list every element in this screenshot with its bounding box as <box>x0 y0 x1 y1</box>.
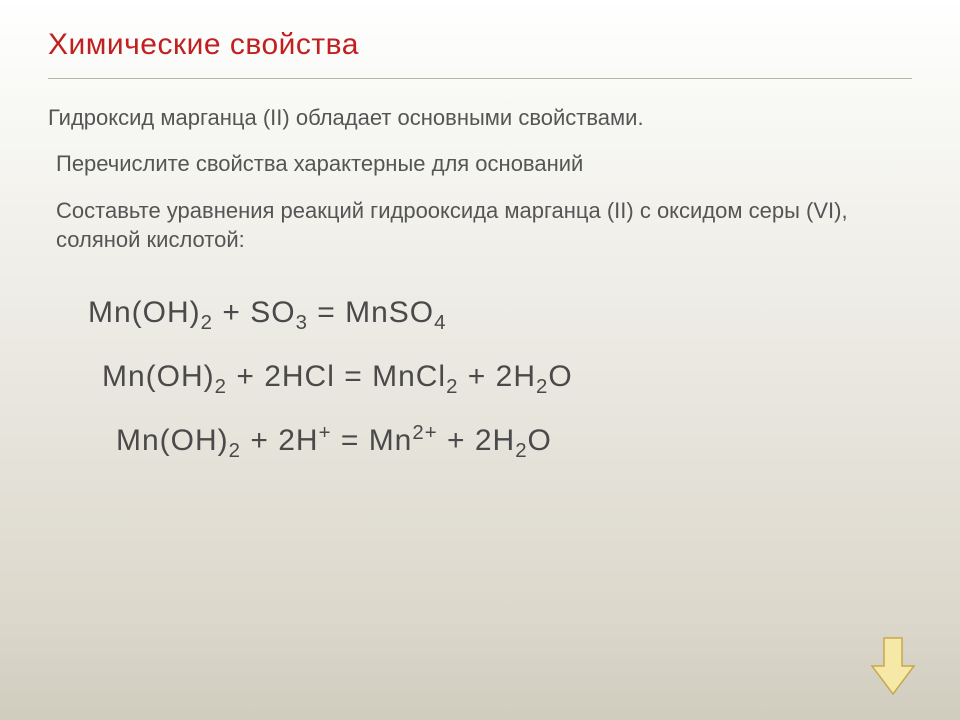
eq3-rhs1: Mn <box>369 424 413 457</box>
equation-3: Mn(OH)2 + 2H+ = Mn2+ + 2H2O <box>88 424 912 458</box>
slide: Химические свойства Гидроксид марганца (… <box>0 0 960 720</box>
eq1-lhs2: SO <box>250 296 295 329</box>
eq2-rhs1-sub: 2 <box>446 376 458 398</box>
eq2-lhs1-sub: 2 <box>215 376 227 398</box>
eq2-eq: = <box>335 360 372 393</box>
eq1-lhs1-sub: 2 <box>201 312 213 334</box>
slide-title: Химические свойства <box>48 28 912 79</box>
eq3-lhs2-sup: + <box>319 422 332 444</box>
instruction-1: Перечислите свойства характерные для осн… <box>56 151 912 177</box>
intro-text: Гидроксид марганца (II) обладает основны… <box>48 105 912 131</box>
eq2-rhs2a-sub: 2 <box>536 376 548 398</box>
eq2-rhs2a: 2H <box>496 360 536 393</box>
equation-1: Mn(OH)2 + SO3 = MnSO4 <box>88 296 912 330</box>
eq3-plus2: + <box>438 424 475 457</box>
eq3-rhs2a: 2H <box>475 424 515 457</box>
eq2-plus2: + <box>458 360 495 393</box>
eq2-rhs1: MnCl <box>372 360 446 393</box>
eq2-rhs2b: O <box>548 360 572 393</box>
instruction-2: Составьте уравнения реакций гидрооксида … <box>56 197 912 254</box>
equations-block: Mn(OH)2 + SO3 = MnSO4 Mn(OH)2 + 2HCl = M… <box>48 296 912 458</box>
eq3-eq: = <box>331 424 368 457</box>
eq2-plus: + <box>227 360 264 393</box>
eq3-rhs2a-sub: 2 <box>515 440 527 462</box>
eq3-rhs2b: O <box>528 424 552 457</box>
eq1-lhs2-sub: 3 <box>296 312 308 334</box>
eq1-plus: + <box>213 296 250 329</box>
eq1-eq: = <box>308 296 345 329</box>
eq1-lhs1: Mn(OH) <box>88 296 201 329</box>
eq3-plus: + <box>241 424 278 457</box>
eq2-lhs1: Mn(OH) <box>102 360 215 393</box>
eq3-rhs1-sup: 2+ <box>412 422 437 444</box>
eq2-lhs2: 2HCl <box>264 360 335 393</box>
equation-2: Mn(OH)2 + 2HCl = MnCl2 + 2H2O <box>88 360 912 394</box>
eq3-lhs1: Mn(OH) <box>116 424 229 457</box>
eq1-rhs1: MnSO <box>345 296 434 329</box>
eq1-rhs1-sub: 4 <box>434 312 446 334</box>
eq3-lhs1-sub: 2 <box>229 440 241 462</box>
eq3-lhs2: 2H <box>278 424 318 457</box>
down-arrow-icon[interactable] <box>870 636 916 696</box>
